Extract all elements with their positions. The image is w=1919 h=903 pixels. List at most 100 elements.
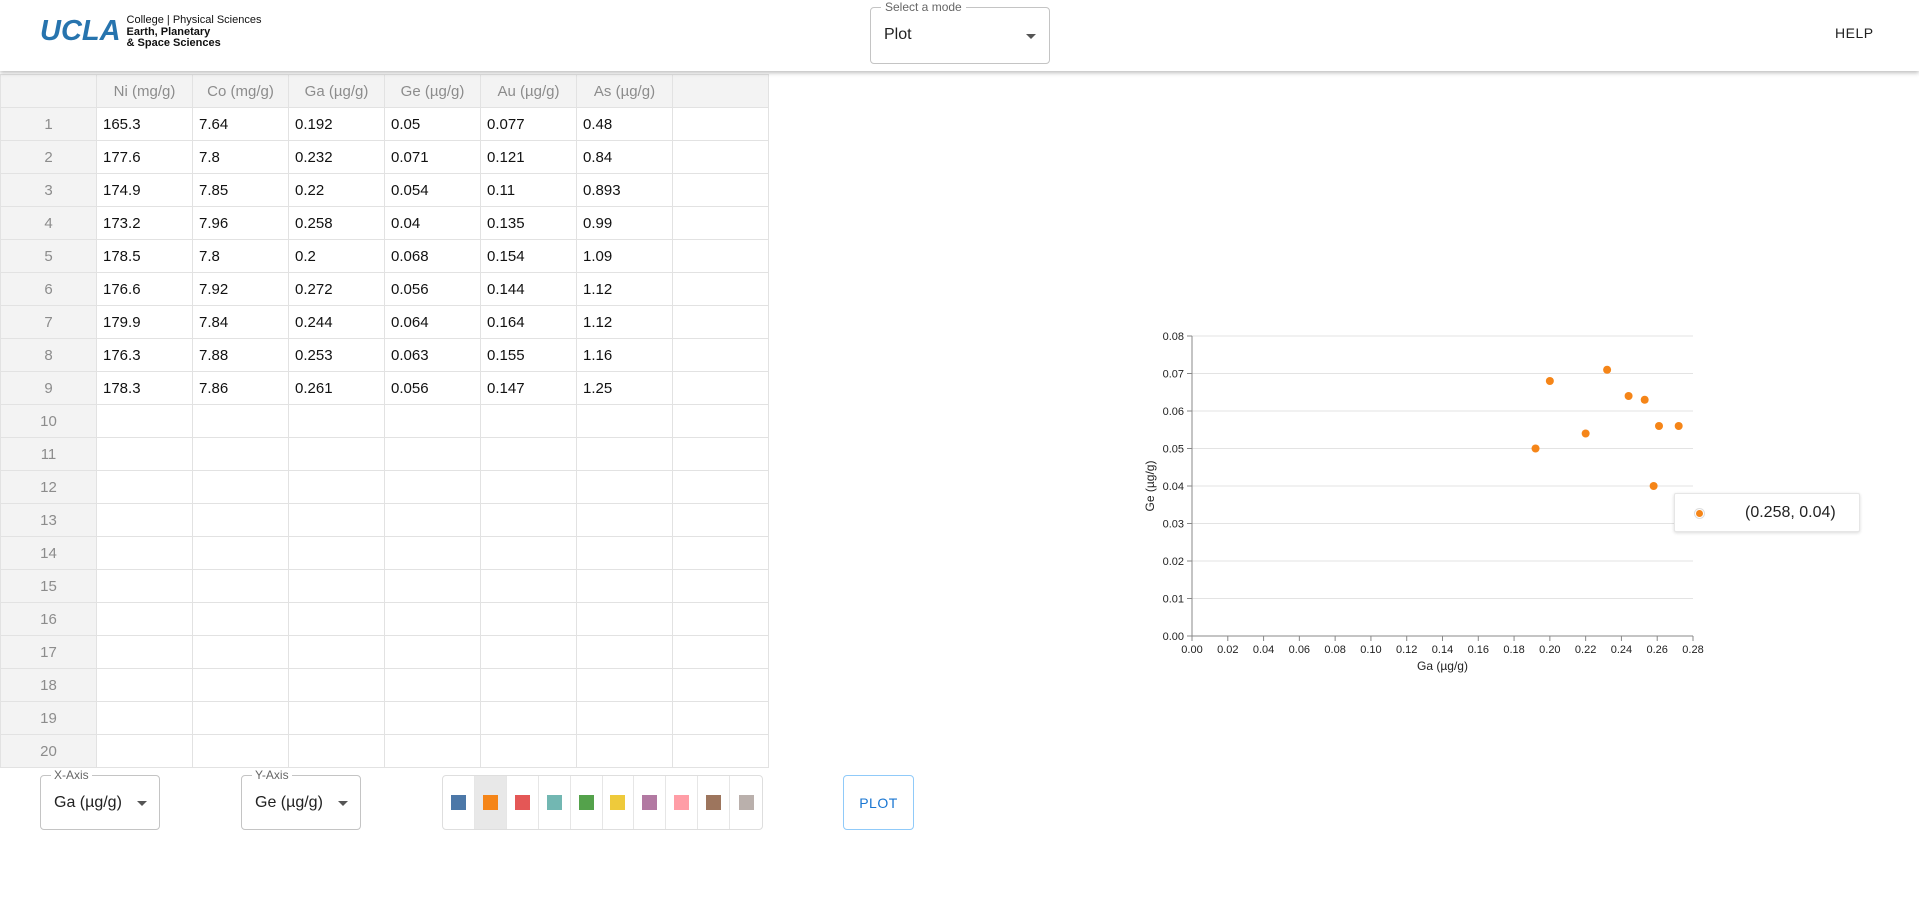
- table-cell[interactable]: [480, 734, 577, 768]
- row-number[interactable]: 3: [0, 173, 97, 207]
- table-cell[interactable]: [480, 701, 577, 735]
- table-cell[interactable]: [96, 734, 193, 768]
- table-cell[interactable]: [384, 437, 481, 471]
- table-cell[interactable]: [672, 272, 769, 306]
- table-cell[interactable]: 0.232: [288, 140, 385, 174]
- table-cell[interactable]: 0.253: [288, 338, 385, 372]
- row-number[interactable]: 8: [0, 338, 97, 372]
- table-cell[interactable]: [384, 701, 481, 735]
- table-cell[interactable]: [672, 569, 769, 603]
- table-cell[interactable]: [96, 701, 193, 735]
- table-cell[interactable]: 0.056: [384, 371, 481, 405]
- table-cell[interactable]: 0.154: [480, 239, 577, 273]
- table-cell[interactable]: [480, 437, 577, 471]
- table-cell[interactable]: 7.86: [192, 371, 289, 405]
- table-cell[interactable]: 0.22: [288, 173, 385, 207]
- color-swatch-button[interactable]: [698, 776, 731, 829]
- table-cell[interactable]: [576, 437, 673, 471]
- table-cell[interactable]: [288, 668, 385, 702]
- color-swatch-button[interactable]: [730, 776, 762, 829]
- plot-button[interactable]: PLOT: [843, 775, 914, 830]
- table-cell[interactable]: [480, 668, 577, 702]
- x-axis-select[interactable]: X-Axis Ga (µg/g): [40, 768, 160, 830]
- table-cell[interactable]: 0.077: [480, 107, 577, 141]
- table-cell[interactable]: [96, 437, 193, 471]
- row-number[interactable]: 10: [0, 404, 97, 438]
- table-cell[interactable]: [480, 503, 577, 537]
- table-cell[interactable]: [672, 305, 769, 339]
- column-header[interactable]: As (µg/g): [576, 74, 673, 108]
- table-cell[interactable]: [672, 536, 769, 570]
- color-swatch-button[interactable]: [603, 776, 635, 829]
- row-number[interactable]: 16: [0, 602, 97, 636]
- row-number[interactable]: 13: [0, 503, 97, 537]
- table-cell[interactable]: 0.05: [384, 107, 481, 141]
- color-swatch-button[interactable]: [571, 776, 603, 829]
- color-swatch-button[interactable]: [507, 776, 539, 829]
- table-cell[interactable]: [480, 602, 577, 636]
- table-cell[interactable]: 165.3: [96, 107, 193, 141]
- table-cell[interactable]: [96, 503, 193, 537]
- mode-select[interactable]: Select a mode Plot: [870, 0, 1050, 64]
- table-cell[interactable]: [480, 635, 577, 669]
- table-cell[interactable]: [672, 404, 769, 438]
- table-cell[interactable]: [384, 569, 481, 603]
- table-cell[interactable]: [672, 338, 769, 372]
- table-cell[interactable]: [192, 569, 289, 603]
- table-cell[interactable]: 0.147: [480, 371, 577, 405]
- table-cell[interactable]: 0.244: [288, 305, 385, 339]
- table-cell[interactable]: [672, 635, 769, 669]
- table-cell[interactable]: 173.2: [96, 206, 193, 240]
- table-cell[interactable]: [288, 503, 385, 537]
- table-cell[interactable]: 0.04: [384, 206, 481, 240]
- table-cell[interactable]: [96, 536, 193, 570]
- table-cell[interactable]: [384, 470, 481, 504]
- table-cell[interactable]: [480, 569, 577, 603]
- ucla-logo[interactable]: UCLA College | Physical Sciences Earth, …: [40, 13, 261, 50]
- table-cell[interactable]: 7.85: [192, 173, 289, 207]
- table-cell[interactable]: 0.064: [384, 305, 481, 339]
- table-cell[interactable]: 0.068: [384, 239, 481, 273]
- color-swatch-button[interactable]: [666, 776, 699, 829]
- table-cell[interactable]: [672, 470, 769, 504]
- column-header[interactable]: Au (µg/g): [480, 74, 577, 108]
- table-cell[interactable]: [672, 734, 769, 768]
- table-cell[interactable]: [96, 668, 193, 702]
- table-cell[interactable]: 0.99: [576, 206, 673, 240]
- table-cell[interactable]: 0.11: [480, 173, 577, 207]
- table-cell[interactable]: 0.063: [384, 338, 481, 372]
- row-number[interactable]: 15: [0, 569, 97, 603]
- table-cell[interactable]: [576, 668, 673, 702]
- table-cell[interactable]: [288, 470, 385, 504]
- column-header[interactable]: [672, 74, 769, 108]
- table-cell[interactable]: 0.192: [288, 107, 385, 141]
- table-cell[interactable]: [576, 635, 673, 669]
- table-cell[interactable]: [384, 404, 481, 438]
- table-cell[interactable]: 0.144: [480, 272, 577, 306]
- column-header[interactable]: Ga (µg/g): [288, 74, 385, 108]
- table-cell[interactable]: [288, 536, 385, 570]
- table-cell[interactable]: [672, 140, 769, 174]
- table-cell[interactable]: [672, 701, 769, 735]
- color-swatch-button[interactable]: [634, 776, 667, 829]
- table-cell[interactable]: [192, 503, 289, 537]
- table-cell[interactable]: 176.6: [96, 272, 193, 306]
- table-cell[interactable]: [672, 206, 769, 240]
- color-swatch-button[interactable]: [539, 776, 571, 829]
- table-cell[interactable]: [288, 437, 385, 471]
- table-cell[interactable]: [192, 404, 289, 438]
- row-number[interactable]: 18: [0, 668, 97, 702]
- row-number[interactable]: 20: [0, 734, 97, 768]
- table-cell[interactable]: 7.64: [192, 107, 289, 141]
- table-cell[interactable]: [192, 701, 289, 735]
- table-cell[interactable]: 1.12: [576, 305, 673, 339]
- table-cell[interactable]: 7.88: [192, 338, 289, 372]
- table-cell[interactable]: [576, 734, 673, 768]
- table-cell[interactable]: 7.84: [192, 305, 289, 339]
- table-cell[interactable]: 176.3: [96, 338, 193, 372]
- table-cell[interactable]: [576, 404, 673, 438]
- table-cell[interactable]: 0.261: [288, 371, 385, 405]
- table-cell[interactable]: 0.054: [384, 173, 481, 207]
- table-cell[interactable]: [192, 635, 289, 669]
- table-cell[interactable]: [288, 404, 385, 438]
